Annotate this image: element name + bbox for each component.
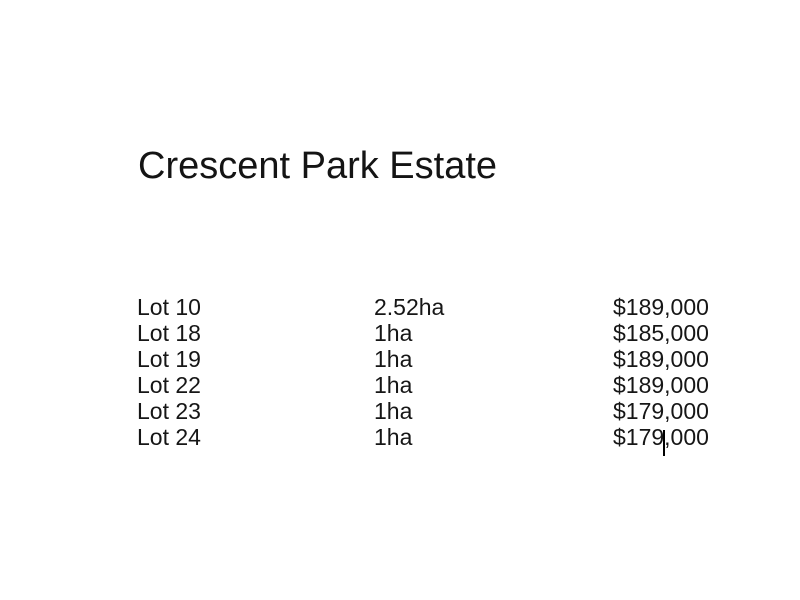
text-cursor-caret bbox=[663, 430, 665, 456]
price-cell[interactable]: $189,000 bbox=[613, 346, 709, 372]
area-cell[interactable]: 2.52ha bbox=[374, 294, 445, 320]
area-cell[interactable]: 1ha bbox=[374, 372, 413, 398]
listing-row[interactable]: Lot 19 1ha $189,000 bbox=[0, 346, 800, 372]
listing-row[interactable]: Lot 18 1ha $185,000 bbox=[0, 320, 800, 346]
area-cell[interactable]: 1ha bbox=[374, 346, 413, 372]
area-cell[interactable]: 1ha bbox=[374, 398, 413, 424]
area-cell[interactable]: 1ha bbox=[374, 424, 413, 450]
price-cell[interactable]: $179,000 bbox=[613, 398, 709, 424]
lot-cell[interactable]: Lot 10 bbox=[137, 294, 201, 320]
listing-row[interactable]: Lot 10 2.52ha $189,000 bbox=[0, 294, 800, 320]
lot-cell[interactable]: Lot 19 bbox=[137, 346, 201, 372]
listing-row[interactable]: Lot 22 1ha $189,000 bbox=[0, 372, 800, 398]
lot-cell[interactable]: Lot 23 bbox=[137, 398, 201, 424]
listing-row[interactable]: Lot 23 1ha $179,000 bbox=[0, 398, 800, 424]
document-title[interactable]: Crescent Park Estate bbox=[138, 145, 498, 187]
price-cell[interactable]: $189,000 bbox=[613, 372, 709, 398]
lot-cell[interactable]: Lot 22 bbox=[137, 372, 201, 398]
listings-table: Lot 10 2.52ha $189,000 Lot 18 1ha $185,0… bbox=[0, 294, 800, 450]
price-cell[interactable]: $189,000 bbox=[613, 294, 709, 320]
area-cell[interactable]: 1ha bbox=[374, 320, 413, 346]
lot-cell[interactable]: Lot 18 bbox=[137, 320, 201, 346]
listing-row[interactable]: Lot 24 1ha $179,000 bbox=[0, 424, 800, 450]
lot-cell[interactable]: Lot 24 bbox=[137, 424, 201, 450]
price-cell[interactable]: $179,000 bbox=[613, 424, 709, 450]
price-cell[interactable]: $185,000 bbox=[613, 320, 709, 346]
